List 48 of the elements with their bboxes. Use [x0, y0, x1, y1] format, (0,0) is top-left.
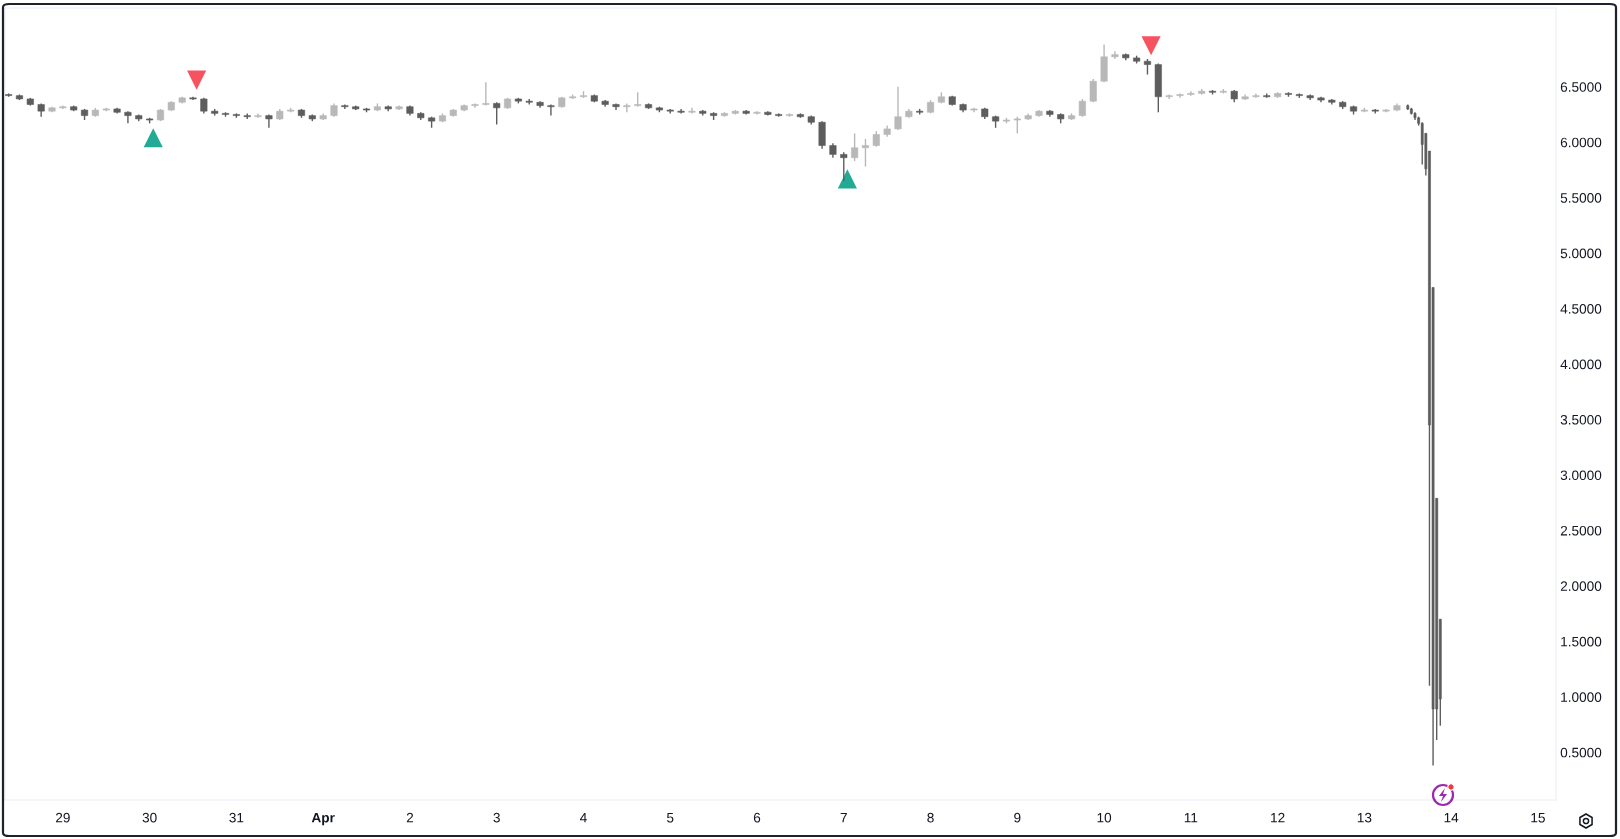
candlestick: [1187, 90, 1195, 97]
x-tick-label: 7: [840, 813, 847, 823]
y-tick-label: 3.5000: [1560, 414, 1602, 425]
candlestick: [1252, 92, 1260, 99]
candlestick: [818, 120, 826, 150]
x-tick-label: 31: [229, 812, 244, 823]
y-tick-label: 0.5000: [1560, 747, 1602, 758]
y-tick-label: 2.0000: [1560, 581, 1602, 591]
x-tick-label: 30: [142, 812, 157, 823]
candlestick: [471, 102, 479, 109]
x-tick-label: 15: [1531, 813, 1545, 823]
candlestick: [840, 151, 848, 182]
x-tick-label: 10: [1097, 812, 1112, 823]
candlestick: [1111, 50, 1119, 60]
y-tick-label: 4.0000: [1560, 359, 1602, 370]
y-tick-label: 1.5000: [1561, 636, 1602, 647]
y-tick-label: 5.5000: [1560, 193, 1602, 203]
x-tick-label: 8: [927, 812, 934, 823]
x-tick-label: 4: [579, 813, 587, 823]
x-tick-label: 2: [406, 812, 414, 823]
candlestick: [623, 102, 631, 113]
y-tick-label: 4.5000: [1560, 304, 1602, 314]
y-tick-label: 6.5000: [1560, 82, 1602, 92]
x-tick-label: 13: [1357, 812, 1372, 823]
x-tick-label: 12: [1271, 812, 1285, 823]
candlestick: [547, 103, 555, 117]
candlestick: [254, 112, 262, 119]
x-tick-label: 6: [753, 812, 761, 823]
candlestick: [265, 113, 273, 129]
candlestick: [124, 110, 132, 125]
y-tick-label: 5.0000: [1560, 248, 1602, 259]
x-tick-label: 3: [493, 812, 500, 823]
candlestick: [493, 101, 501, 126]
candlestick: [861, 138, 869, 168]
candlestick: [851, 132, 859, 162]
x-tick-label: 9: [1014, 812, 1021, 823]
candlestick: [1176, 92, 1184, 99]
candlestick: [894, 86, 902, 131]
x-tick-label: 14: [1444, 813, 1459, 823]
y-tick-label: 3.0000: [1560, 470, 1602, 481]
x-tick-label: 29: [55, 812, 70, 823]
y-tick-label: 2.5000: [1560, 525, 1602, 536]
y-tick-label: 1.0000: [1561, 692, 1602, 702]
candlestick: [482, 81, 490, 107]
x-tick-label: 11: [1184, 813, 1198, 823]
x-tick-label: Apr: [311, 813, 335, 826]
x-tick-label: 5: [666, 813, 674, 823]
y-tick-label: 6.0000: [1560, 137, 1602, 148]
